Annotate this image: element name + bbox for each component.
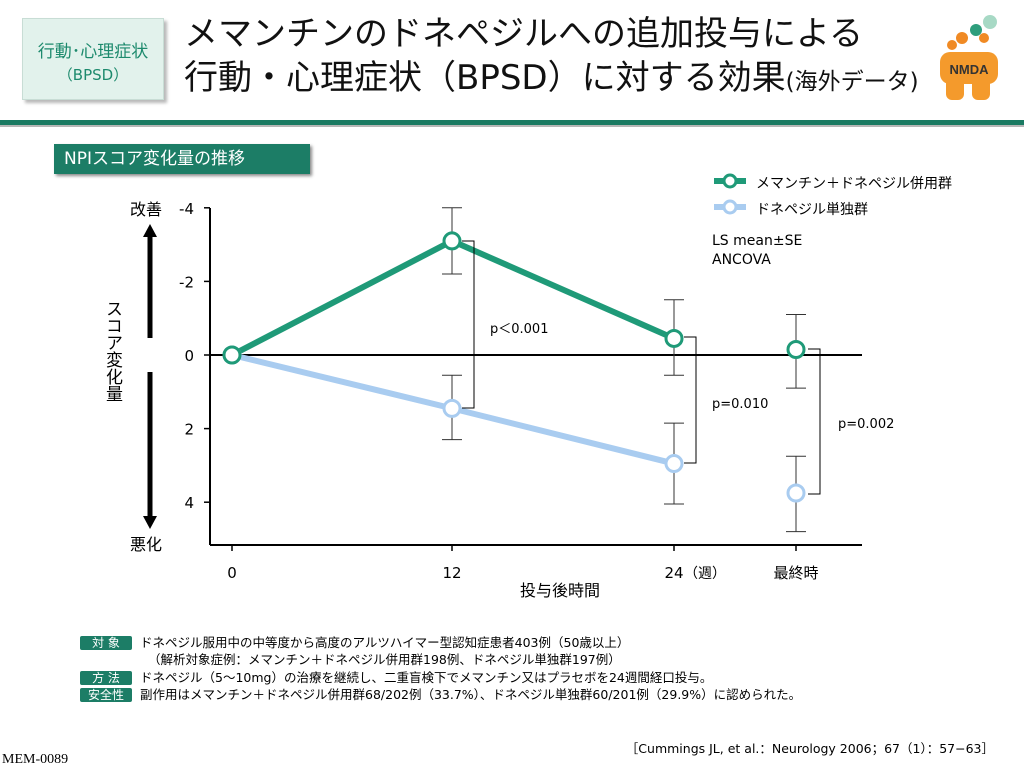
subject-text: ドネペジル服用中の中等度から高度のアルツハイマー型認知症患者403例（50歳以上… [140, 635, 630, 650]
legend-swatch-combo [714, 173, 746, 189]
pvalue-week12: p＜0.001 [490, 322, 548, 337]
bracket-week12 [462, 240, 475, 409]
method-row: 方 法ドネペジル（5～10mg）の治療を継続し、二重盲検下でメマンチン又はプラセ… [80, 667, 712, 686]
y-tick-label: -4 [179, 200, 194, 218]
safety-text: 副作用はメマンチン＋ドネペジル併用群68/202例（33.7%）、ドネペジル単独… [140, 687, 802, 702]
title-line2: 行動・心理症状（BPSD）に対する効果 [184, 58, 786, 98]
badge-line2: （BPSD） [57, 66, 129, 84]
legend-label-combo: メマンチン＋ドネペジル併用群 [756, 176, 952, 192]
x-tick-label: 0 [227, 564, 237, 582]
x-tick-label: 最終時 [773, 564, 818, 582]
y-top-label: 改善 [130, 200, 162, 219]
document-code: MEM-0089 [2, 752, 69, 767]
data-point [442, 231, 462, 251]
subject-detail: （解析対象症例：メマンチン＋ドネペジル併用群198例、ドネペジル単独群197例） [148, 652, 621, 667]
pvalue-final: p=0.002 [838, 417, 894, 432]
x-axis-title: 投与後時間 [520, 581, 600, 600]
stats-note-line2: ANCOVA [712, 252, 771, 268]
series-line [230, 237, 676, 358]
legend-label-mono: ドネペジル単独群 [756, 202, 868, 218]
method-text: ドネペジル（5～10mg）の治療を継続し、二重盲検下でメマンチン又はプラセボを2… [140, 670, 713, 685]
y-tick-label: -2 [179, 273, 194, 291]
y-axis-title: スコア変化量 [102, 300, 122, 402]
header-divider [0, 120, 1024, 125]
x-unit: （週） [684, 566, 726, 582]
subject-row: 対 象ドネペジル服用中の中等度から高度のアルツハイマー型認知症患者403例（50… [80, 632, 629, 651]
x-tick-label: 12 [442, 564, 461, 582]
citation: ［Cummings JL, et al.：Neurology 2006；67（1… [625, 741, 994, 756]
direction-arrow [140, 224, 160, 529]
title-line2-small: (海外データ) [785, 69, 919, 95]
data-point [786, 483, 806, 503]
stats-note: LS mean±SE ANCOVA [712, 232, 802, 270]
y-tick-label: 0 [184, 347, 194, 365]
subject-tag: 対 象 [80, 636, 132, 650]
data-point [664, 328, 684, 348]
safety-row: 安全性 副作用はメマンチン＋ドネペジル併用群68/202例（33.7%）、ドネペジ… [80, 684, 801, 703]
y-tick-label: 2 [184, 421, 194, 439]
bracket-final [808, 348, 821, 495]
title-line1: メマンチンのドネペジルへの追加投与による [184, 14, 863, 54]
y-tick-label: 4 [184, 494, 194, 512]
data-point [664, 454, 684, 474]
safety-tag: 安全性 [80, 688, 132, 702]
slide-title: メマンチンのドネペジルへの追加投与による 行動・心理症状（BPSD）に対する効果… [184, 12, 919, 104]
data-point [786, 339, 806, 359]
topic-badge: 行動･心理症状 （BPSD） [22, 18, 164, 100]
data-point [222, 345, 242, 365]
header-divider-shadow [0, 125, 1024, 127]
pvalue-week24: p=0.010 [712, 397, 768, 412]
bracket-week24 [684, 336, 697, 464]
y-bottom-label: 悪化 [130, 535, 162, 554]
method-tag: 方 法 [80, 671, 132, 685]
data-point [442, 398, 462, 418]
nmda-logo: NMDA [940, 15, 998, 100]
stats-note-line1: LS mean±SE [712, 233, 803, 249]
logo-text: NMDA [950, 62, 990, 77]
badge-line1: 行動･心理症状 [37, 42, 149, 62]
legend-swatch-mono [714, 199, 746, 215]
x-tick-label: 24 [664, 564, 683, 582]
section-label: NPIスコア変化量の推移 [54, 144, 310, 174]
